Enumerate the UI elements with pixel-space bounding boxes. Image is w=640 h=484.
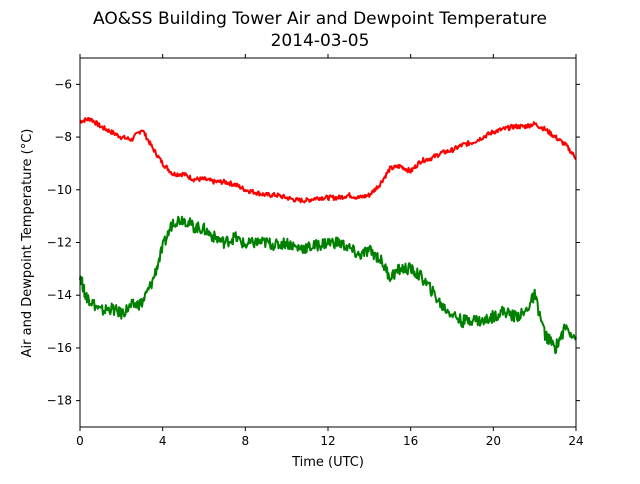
y-axis-label: Air and Dewpoint Temperature (°C) xyxy=(20,129,35,358)
y-tick-label: −10 xyxy=(47,183,72,197)
x-tick-label: 12 xyxy=(320,434,335,448)
x-tick-label: 8 xyxy=(242,434,250,448)
y-tick-label: −8 xyxy=(54,130,72,144)
y-tick-label: −12 xyxy=(47,236,72,250)
x-tick-label: 16 xyxy=(403,434,418,448)
y-tick-label: −18 xyxy=(47,394,72,408)
series-line-1 xyxy=(79,116,577,204)
x-tick-label: 4 xyxy=(159,434,167,448)
y-tick-label: −14 xyxy=(47,288,72,302)
x-tick-label: 20 xyxy=(486,434,501,448)
chart-title: AO&SS Building Tower Air and Dewpoint Te… xyxy=(93,9,547,29)
y-tick-label: −6 xyxy=(54,77,72,91)
chart-subtitle: 2014-03-05 xyxy=(271,31,370,51)
plot-area: 0 4 8 12 16 20 24 −18 −16 −14 −12 −10 −8 −6 xyxy=(47,54,584,448)
x-tick-label: 24 xyxy=(568,434,583,448)
y-tick-label: −16 xyxy=(47,341,72,355)
x-tick-label: 0 xyxy=(76,434,84,448)
series-line-2 xyxy=(79,215,577,355)
x-axis-label: Time (UTC) xyxy=(291,455,364,470)
